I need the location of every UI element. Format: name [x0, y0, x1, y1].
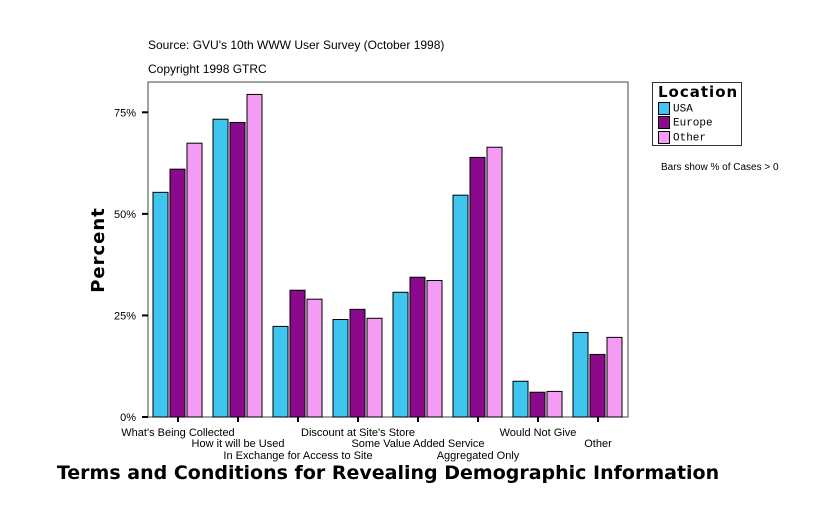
bar-other — [546, 390, 563, 418]
legend-label: Other — [673, 132, 707, 145]
copyright-text: Copyright 1998 GTRC — [148, 62, 267, 76]
legend-label: Europe — [673, 117, 713, 130]
bar-other — [426, 279, 443, 418]
bar-usa — [572, 331, 589, 418]
bar-usa — [332, 318, 349, 418]
bar-europe — [349, 308, 366, 418]
y-tick-label: 0% — [120, 412, 136, 424]
x-tick-label: Some Value Added Service — [351, 438, 484, 450]
source-text: Source: GVU's 10th WWW User Survey (Octo… — [148, 38, 445, 52]
bar-usa — [512, 380, 529, 418]
x-tick-label: In Exchange for Access to Site — [223, 450, 372, 462]
y-tick-label: 25% — [114, 310, 136, 322]
bar-europe — [589, 353, 606, 418]
bar-usa — [392, 291, 409, 418]
bar-usa — [452, 194, 469, 418]
legend-item-usa: USA — [658, 102, 693, 115]
bar-europe — [289, 289, 306, 418]
y-tick-label: 50% — [114, 209, 136, 221]
x-tick-label: What's Being Collected — [121, 427, 234, 439]
legend-item-europe: Europe — [658, 116, 713, 129]
bar-other — [486, 146, 503, 418]
bar-other — [366, 317, 383, 418]
bar-other — [186, 142, 203, 418]
bar-europe — [229, 121, 246, 418]
legend: Location USA Europe Other — [652, 82, 742, 146]
y-tick-label: 75% — [114, 107, 136, 119]
bar-usa — [212, 118, 229, 418]
x-tick-label: How it will be Used — [192, 438, 285, 450]
bar-other — [246, 93, 263, 418]
bar-usa — [152, 191, 169, 418]
bar-europe — [469, 156, 486, 418]
legend-label: USA — [673, 103, 693, 116]
bar-europe — [409, 276, 426, 418]
y-axis-label: Percent — [88, 207, 109, 293]
x-tick-label: Would Not Give — [500, 427, 577, 439]
legend-item-other: Other — [658, 131, 706, 144]
bar-europe — [529, 391, 546, 418]
bar-europe — [169, 168, 186, 418]
bar-other — [606, 336, 623, 418]
x-tick-label: Aggregated Only — [437, 450, 520, 462]
note-text: Bars show % of Cases > 0 — [661, 162, 779, 173]
legend-title: Location — [658, 83, 739, 101]
x-tick-label: Other — [584, 438, 612, 450]
bar-other — [306, 298, 323, 418]
bar-usa — [272, 325, 289, 418]
x-tick-label: Discount at Site's Store — [301, 427, 415, 439]
chart-title: Terms and Conditions for Revealing Demog… — [57, 462, 719, 484]
